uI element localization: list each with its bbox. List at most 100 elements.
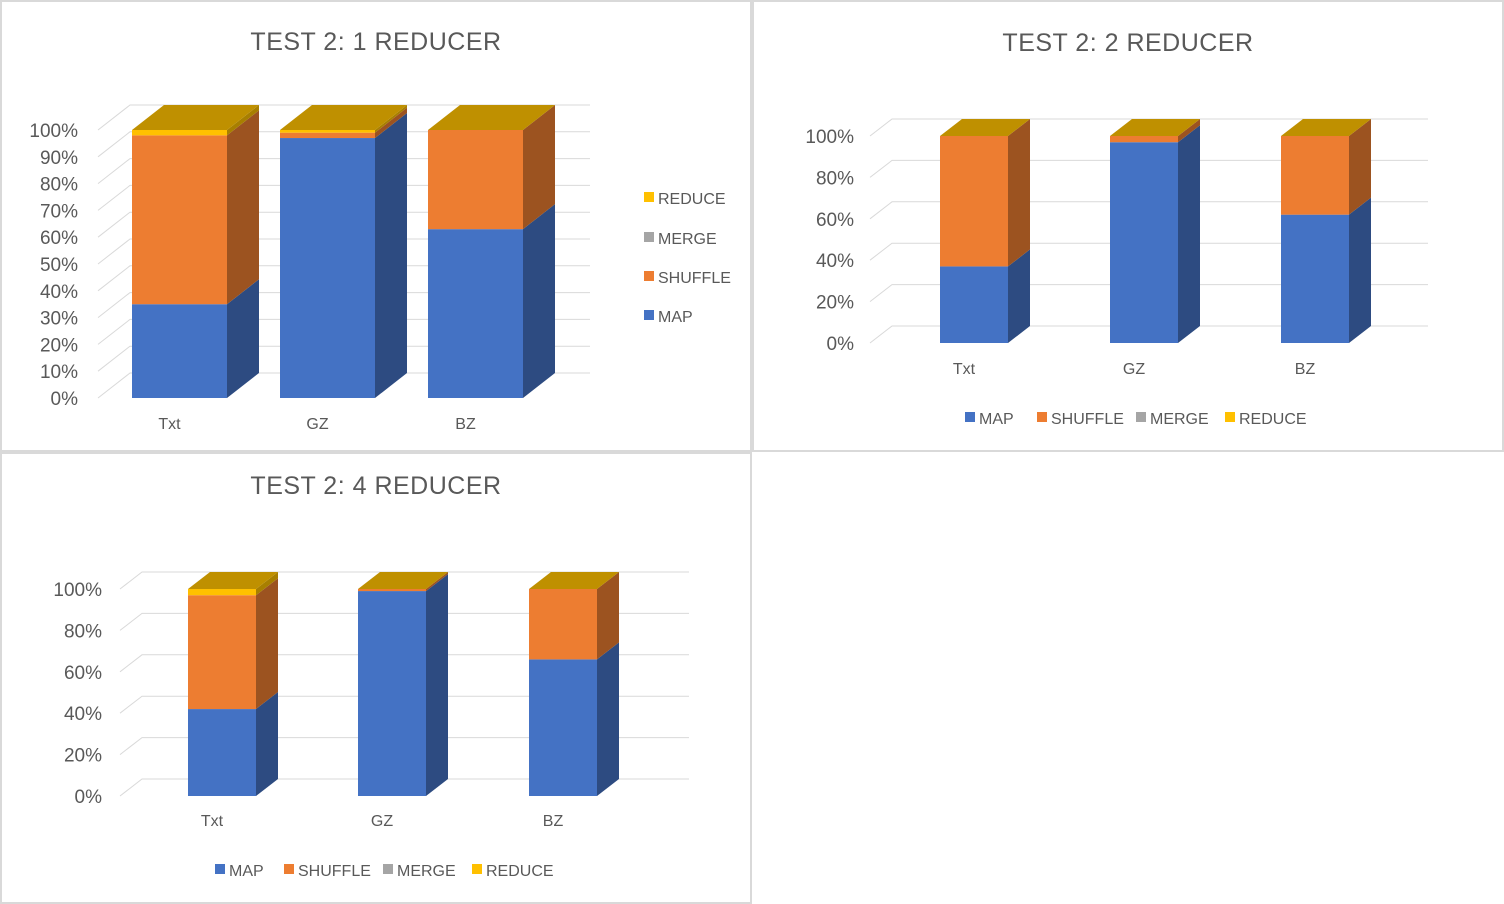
- bar-map-txt: [188, 709, 256, 796]
- legend-label-shuffle: SHUFFLE: [1051, 411, 1124, 428]
- y-tick-label: 0%: [51, 389, 79, 410]
- chart-title: TEST 2: 2 REDUCER: [1002, 29, 1253, 57]
- bar-side-shuffle-gz: [375, 107, 407, 139]
- bar-side-map-txt: [1008, 249, 1030, 343]
- legend-swatch-reduce: [1225, 412, 1235, 422]
- bar-side-shuffle-bz: [597, 572, 619, 660]
- gridline: [869, 201, 1428, 220]
- legend-label-reduce: REDUCE: [486, 863, 554, 880]
- y-tick-label: 60%: [64, 663, 102, 684]
- x-category-label: GZ: [371, 813, 393, 830]
- y-tick-label: 70%: [40, 201, 78, 222]
- x-category-label: BZ: [543, 813, 564, 830]
- legend-label-map: MAP: [229, 863, 264, 880]
- y-tick-label: 100%: [29, 121, 78, 142]
- legend-swatch-map: [965, 412, 975, 422]
- gridline: [869, 325, 1428, 344]
- chart-content: TEST 2: 2 REDUCER 0% 20% 40% 60% 80% 100% Txt GZ…: [805, 29, 1428, 428]
- bar-shuffle-bz: [1281, 136, 1349, 215]
- legend-label-reduce: REDUCE: [658, 191, 726, 208]
- bar-reduce-txt: [188, 589, 256, 596]
- x-category-label: BZ: [1295, 361, 1316, 378]
- bar-map-txt: [940, 266, 1008, 343]
- bar-top-gz: [358, 572, 448, 589]
- bar-top-txt: [132, 105, 259, 130]
- bar-shuffle-txt: [132, 135, 227, 305]
- y-tick-label: 100%: [53, 580, 102, 601]
- legend-swatch-merge: [644, 232, 654, 242]
- x-category-label: GZ: [1123, 361, 1145, 378]
- bar-top-txt: [940, 119, 1030, 136]
- legend-swatch-reduce: [472, 864, 482, 874]
- legend-swatch-shuffle: [1037, 412, 1047, 422]
- legend-swatch-shuffle: [284, 864, 294, 874]
- bar-shuffle-bz: [529, 589, 597, 660]
- bar-side-shuffle-txt: [1008, 119, 1030, 267]
- bar-shuffle-gz: [1110, 136, 1178, 143]
- y-tick-label: 20%: [40, 335, 78, 356]
- gridline: [119, 654, 689, 673]
- chart-panel-4-reducer: TEST 2: 4 REDUCER 0% 20% 40% 60% 80% 100% Txt GZ…: [0, 452, 752, 904]
- bar-shuffle-txt: [940, 136, 1008, 267]
- chart-4-reducer: TEST 2: 4 REDUCER 0% 20% 40% 60% 80% 100% Txt GZ…: [53, 472, 689, 880]
- gridline: [869, 118, 1428, 137]
- bar-shuffle-gz: [280, 132, 375, 139]
- bar-side-reduce-gz: [375, 105, 407, 133]
- chart-title: TEST 2: 1 REDUCER: [250, 28, 501, 56]
- y-tick-label: 40%: [40, 282, 78, 303]
- y-tick-label: 80%: [64, 621, 102, 642]
- chart-1-reducer: TEST 2: 1 REDUCER 0% 10% 20% 30% 40% 50% 60% 70%…: [29, 28, 731, 433]
- legend-swatch-map: [215, 864, 225, 874]
- chart-panel-1-reducer: TEST 2: 1 REDUCER 0% 10% 20% 30% 40% 50% 60% 70%…: [0, 0, 752, 452]
- y-tick-label: 0%: [827, 334, 855, 355]
- bar-shuffle-gz: [358, 589, 426, 592]
- bar-map-gz: [280, 138, 375, 399]
- bar-reduce-txt: [132, 130, 227, 136]
- bar-top-gz: [280, 105, 407, 130]
- y-tick-label: 40%: [64, 704, 102, 725]
- bar-shuffle-bz: [428, 130, 523, 230]
- bar-map-bz: [1281, 214, 1349, 343]
- bar-side-reduce-txt: [256, 572, 278, 596]
- bar-side-map-txt: [227, 279, 259, 398]
- legend-label-map: MAP: [658, 309, 693, 326]
- y-tick-label: 90%: [40, 148, 78, 169]
- bar-map-txt: [132, 304, 227, 398]
- legend-swatch-map: [644, 310, 654, 320]
- y-tick-label: 60%: [816, 210, 854, 231]
- bar-side-shuffle-txt: [256, 578, 278, 710]
- bar-map-bz: [529, 659, 597, 796]
- gridline: [119, 695, 689, 714]
- bar-top-bz: [1281, 119, 1371, 136]
- legend-label-shuffle: SHUFFLE: [658, 270, 731, 287]
- bar-side-map-gz: [375, 113, 407, 398]
- bar-side-reduce-txt: [227, 105, 259, 136]
- bar-side-shuffle-gz: [1178, 119, 1200, 143]
- gridline: [869, 242, 1428, 261]
- bar-map-gz: [358, 591, 426, 796]
- bar-top-gz: [1110, 119, 1200, 136]
- gridline: [119, 778, 689, 797]
- bar-side-shuffle-bz: [523, 105, 555, 230]
- chart-2-reducer: TEST 2: 2 REDUCER 0% 20% 40% 60% 80% 100% Txt GZ…: [805, 29, 1428, 428]
- bar-map-gz: [1110, 142, 1178, 343]
- bar-side-map-bz: [1349, 197, 1371, 343]
- legend-label-merge: MERGE: [658, 231, 717, 248]
- gridline: [869, 159, 1428, 178]
- bar-side-shuffle-gz: [426, 572, 448, 592]
- x-category-label: GZ: [306, 416, 328, 433]
- bar-side-map-txt: [256, 692, 278, 796]
- bar-top-bz: [529, 572, 619, 589]
- bar-shuffle-txt: [188, 595, 256, 710]
- bar-side-map-gz: [426, 574, 448, 796]
- chart-content: TEST 2: 4 REDUCER 0% 20% 40% 60% 80% 100% Txt GZ…: [53, 472, 689, 880]
- legend-swatch-merge: [383, 864, 393, 874]
- chart-content: TEST 2: 1 REDUCER 0% 10% 20% 30% 40% 50% 60% 70%…: [29, 28, 731, 433]
- y-tick-label: 100%: [805, 127, 854, 148]
- bar-side-shuffle-bz: [1349, 119, 1371, 215]
- bar-top-bz: [428, 105, 555, 130]
- bar-side-shuffle-txt: [227, 110, 259, 305]
- legend-label-shuffle: SHUFFLE: [298, 863, 371, 880]
- legend-swatch-merge: [1136, 412, 1146, 422]
- y-tick-label: 50%: [40, 255, 78, 276]
